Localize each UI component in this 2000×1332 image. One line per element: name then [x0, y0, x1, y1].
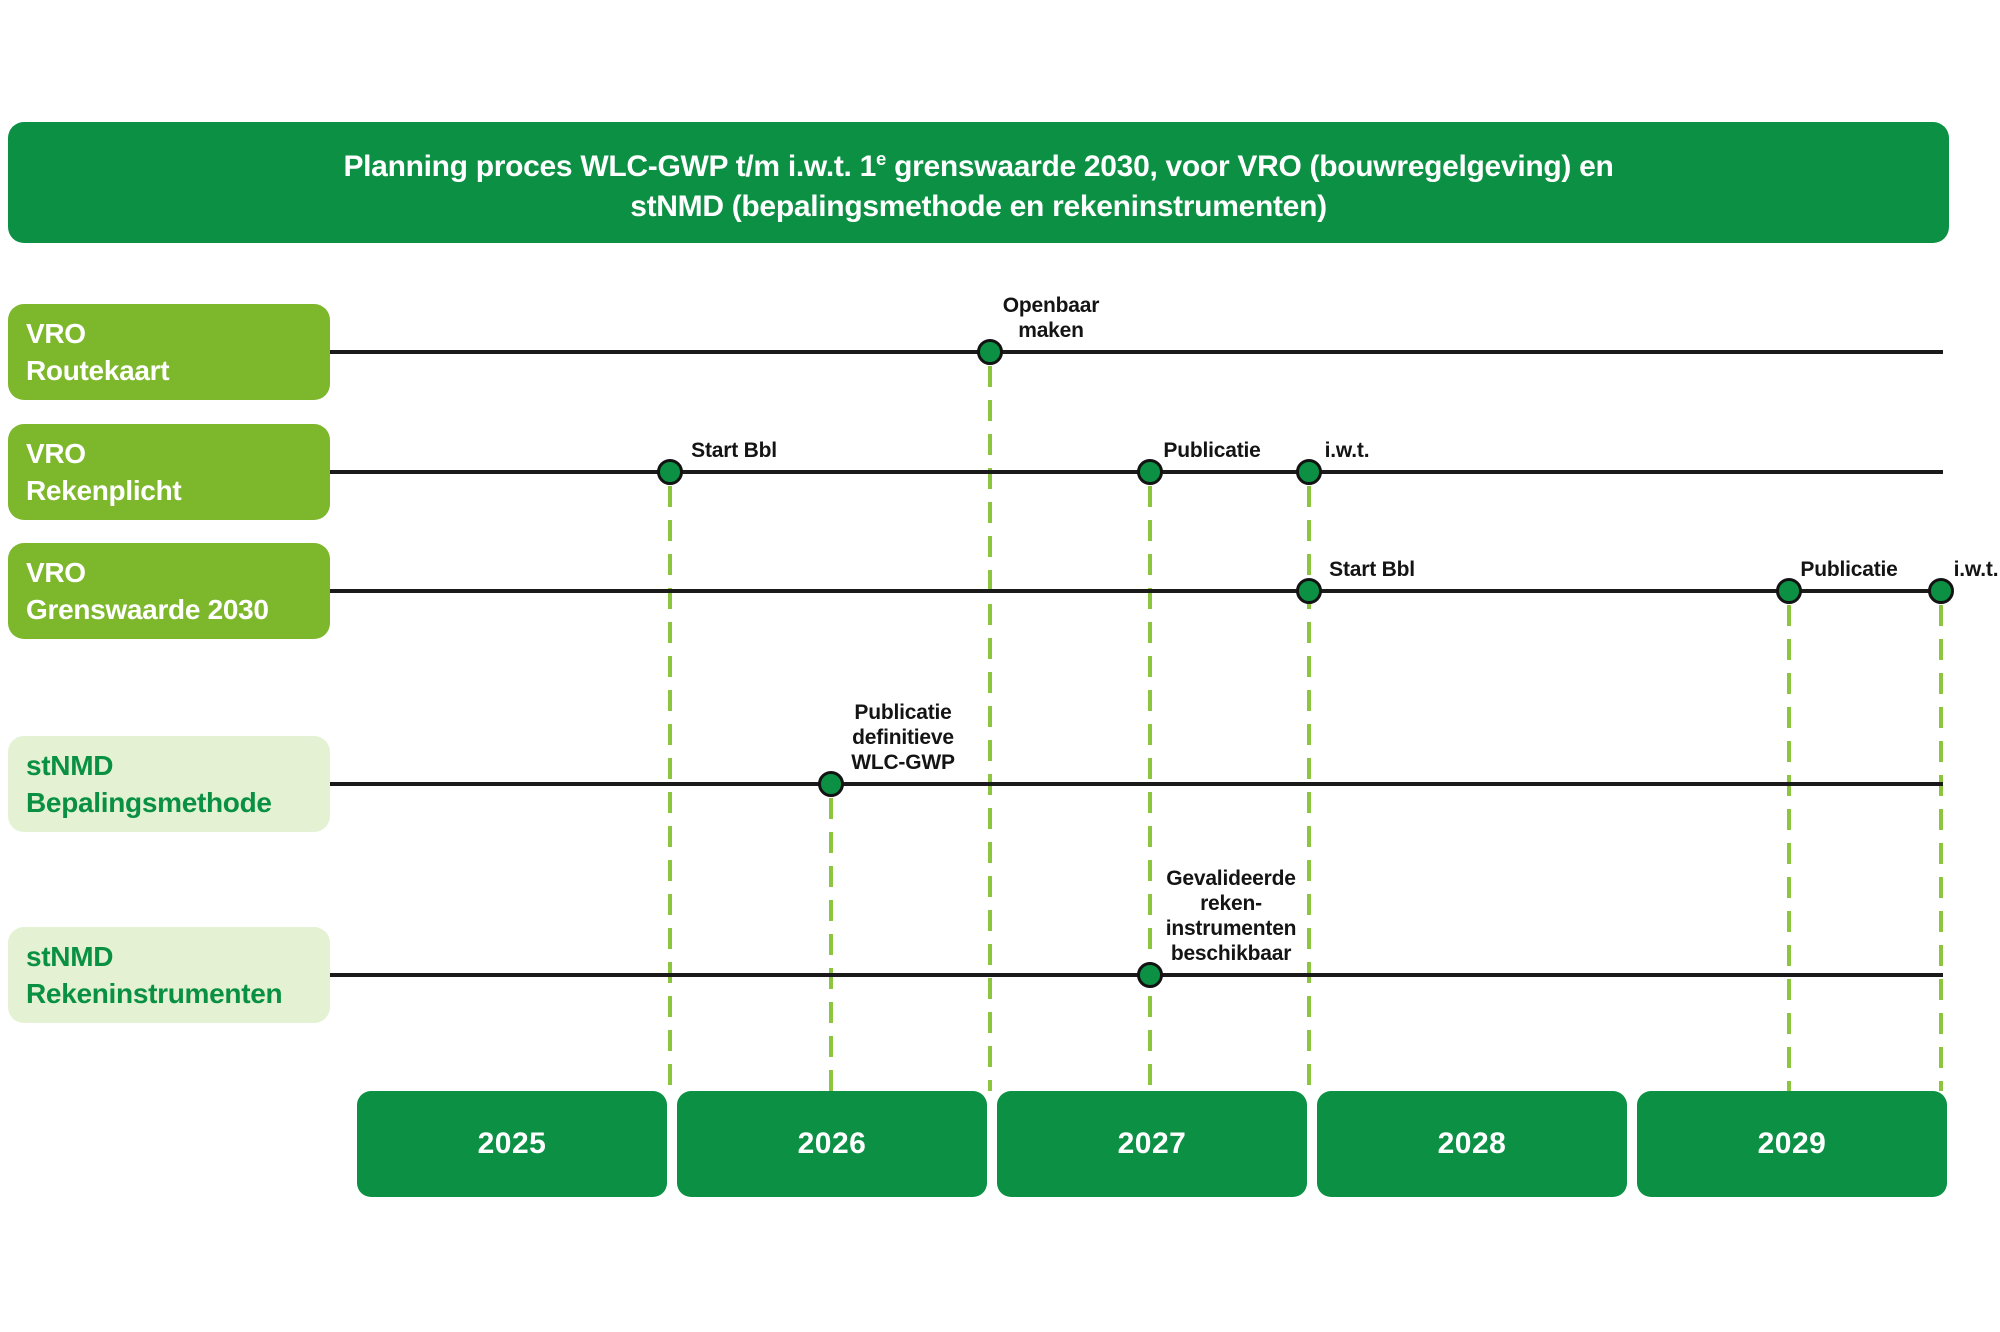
milestone-label: Publicatie [1800, 558, 1898, 581]
row-label-vro-rekenplicht: VRO Rekenplicht [8, 424, 330, 520]
year-label: 2026 [797, 1127, 867, 1160]
row-label-line: VRO [26, 557, 86, 588]
row-label-line: VRO [26, 318, 86, 349]
row-label-line: Routekaart [26, 355, 170, 386]
milestone-dot [1296, 578, 1322, 604]
milestone-dash-line [668, 486, 672, 1091]
year-box-2029: 2029 [1637, 1091, 1947, 1197]
milestone-label: Publicatie definitieve WLC-GWP [851, 701, 955, 774]
milestone-dash-line [1939, 605, 1943, 1091]
milestone-label: Start Bbl [691, 439, 777, 462]
year-box-2028: 2028 [1317, 1091, 1627, 1197]
row-label-line: VRO [26, 438, 86, 469]
milestone-label: i.w.t. [1953, 558, 1999, 581]
title-banner: Planning proces WLC-GWP t/m i.w.t. 1e gr… [8, 122, 1949, 243]
row-label-vro-grenswaarde-2030: VRO Grenswaarde 2030 [8, 543, 330, 639]
year-label: 2027 [1117, 1127, 1187, 1160]
year-label: 2029 [1757, 1127, 1827, 1160]
milestone-dot [657, 459, 683, 485]
milestone-label: Openbaar maken [1002, 294, 1100, 342]
row-label-stnmd-bepalingsmethode: stNMD Bepalingsmethode [8, 736, 330, 832]
milestone-dot [1137, 459, 1163, 485]
milestone-dot [1928, 578, 1954, 604]
timeline-line-stnmd-rekeninstrumenten [330, 973, 1943, 977]
milestone-dot [818, 771, 844, 797]
milestone-label: i.w.t. [1324, 439, 1370, 462]
title-line2: stNMD (bepalingsmethode en rekeninstrume… [630, 189, 1327, 223]
timeline-line-vro-grenswaarde-2030 [330, 589, 1943, 593]
row-label-stnmd-rekeninstrumenten: stNMD Rekeninstrumenten [8, 927, 330, 1023]
milestone-dot [1137, 962, 1163, 988]
milestone-dash-line [829, 798, 833, 1091]
milestone-dash-line [1787, 605, 1791, 1091]
row-label-line: Rekeninstrumenten [26, 978, 283, 1009]
timeline-line-stnmd-bepalingsmethode [330, 782, 1943, 786]
row-label-line: Bepalingsmethode [26, 787, 272, 818]
year-label: 2028 [1437, 1127, 1507, 1160]
page-title: Planning proces WLC-GWP t/m i.w.t. 1e gr… [343, 139, 1613, 227]
title-line1-post: grenswaarde 2030, voor VRO (bouwregelgev… [886, 149, 1614, 183]
timeline-line-vro-rekenplicht [330, 470, 1943, 474]
row-label-line: stNMD [26, 750, 114, 781]
milestone-label: Publicatie [1163, 439, 1261, 462]
milestone-dot [1296, 459, 1322, 485]
year-label: 2025 [477, 1127, 547, 1160]
row-label-line: Rekenplicht [26, 475, 182, 506]
milestone-dot [1776, 578, 1802, 604]
title-superscript: e [876, 147, 887, 169]
year-box-2027: 2027 [997, 1091, 1307, 1197]
title-line1-pre: Planning proces WLC-GWP t/m i.w.t. 1 [343, 149, 877, 183]
milestone-label: Start Bbl [1329, 558, 1415, 581]
timeline-line-vro-routekaart [330, 350, 1943, 354]
milestone-dot [977, 339, 1003, 365]
row-label-line: Grenswaarde 2030 [26, 594, 269, 625]
milestone-dash-line [1307, 486, 1311, 1091]
year-box-2025: 2025 [357, 1091, 667, 1197]
row-label-line: stNMD [26, 941, 114, 972]
milestone-label: Gevalideerde reken-instrumenten beschikbaa… [1165, 867, 1297, 965]
year-box-2026: 2026 [677, 1091, 987, 1197]
row-label-vro-routekaart: VRO Routekaart [8, 304, 330, 400]
milestone-dash-line [988, 366, 992, 1091]
milestone-dash-line [1148, 486, 1152, 1091]
